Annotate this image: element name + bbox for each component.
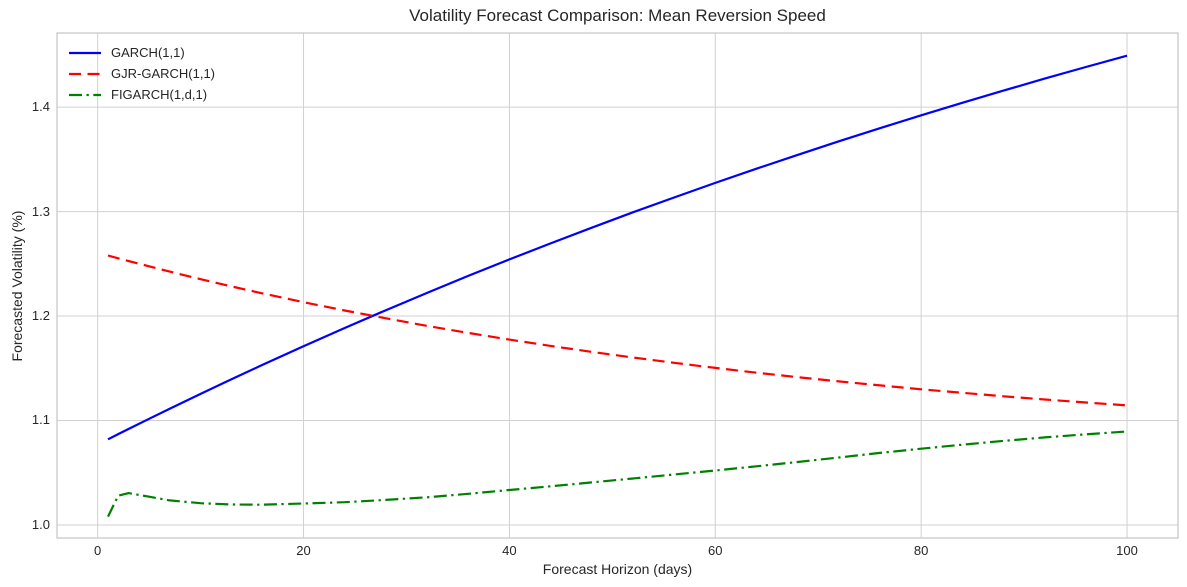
legend-label-figarch: FIGARCH(1,d,1) (111, 87, 208, 102)
legend-line-dashed-icon (69, 72, 101, 75)
legend: GARCH(1,1) GJR-GARCH(1,1) FIGARCH(1,d,1) (68, 42, 215, 105)
legend-line-dashdot-icon (69, 93, 101, 96)
y-tick-label: 1.0 (31, 516, 50, 532)
legend-line-solid-icon (69, 51, 101, 54)
y-tick-label: 1.4 (31, 99, 50, 115)
legend-label-garch: GARCH(1,1) (111, 45, 185, 60)
x-tick-label: 0 (94, 543, 102, 558)
x-axis-label: Forecast Horizon (days) (542, 561, 693, 577)
series-line-gjr-garch-1-1- (107, 254, 1128, 407)
legend-item-garch: GARCH(1,1) (68, 42, 215, 63)
y-tick-label: 1.2 (31, 308, 50, 324)
legend-item-gjr-garch: GJR-GARCH(1,1) (68, 63, 215, 84)
x-tick-label: 60 (708, 543, 723, 558)
plot-border (56, 32, 1179, 539)
x-tick-label: 100 (1116, 543, 1138, 558)
y-tick-label: 1.3 (31, 203, 50, 219)
series-line-garch-1-1- (107, 54, 1128, 441)
y-tick-label: 1.1 (31, 412, 50, 428)
legend-item-figarch: FIGARCH(1,d,1) (68, 84, 215, 105)
chart-title: Volatility Forecast Comparison: Mean Rev… (409, 6, 826, 25)
x-tick-label: 20 (296, 543, 311, 558)
x-tick-label: 80 (913, 543, 929, 558)
series-line-figarch-1-d-1- (107, 430, 1128, 518)
legend-label-gjr-garch: GJR-GARCH(1,1) (111, 66, 216, 81)
x-tick-label: 40 (502, 543, 517, 558)
